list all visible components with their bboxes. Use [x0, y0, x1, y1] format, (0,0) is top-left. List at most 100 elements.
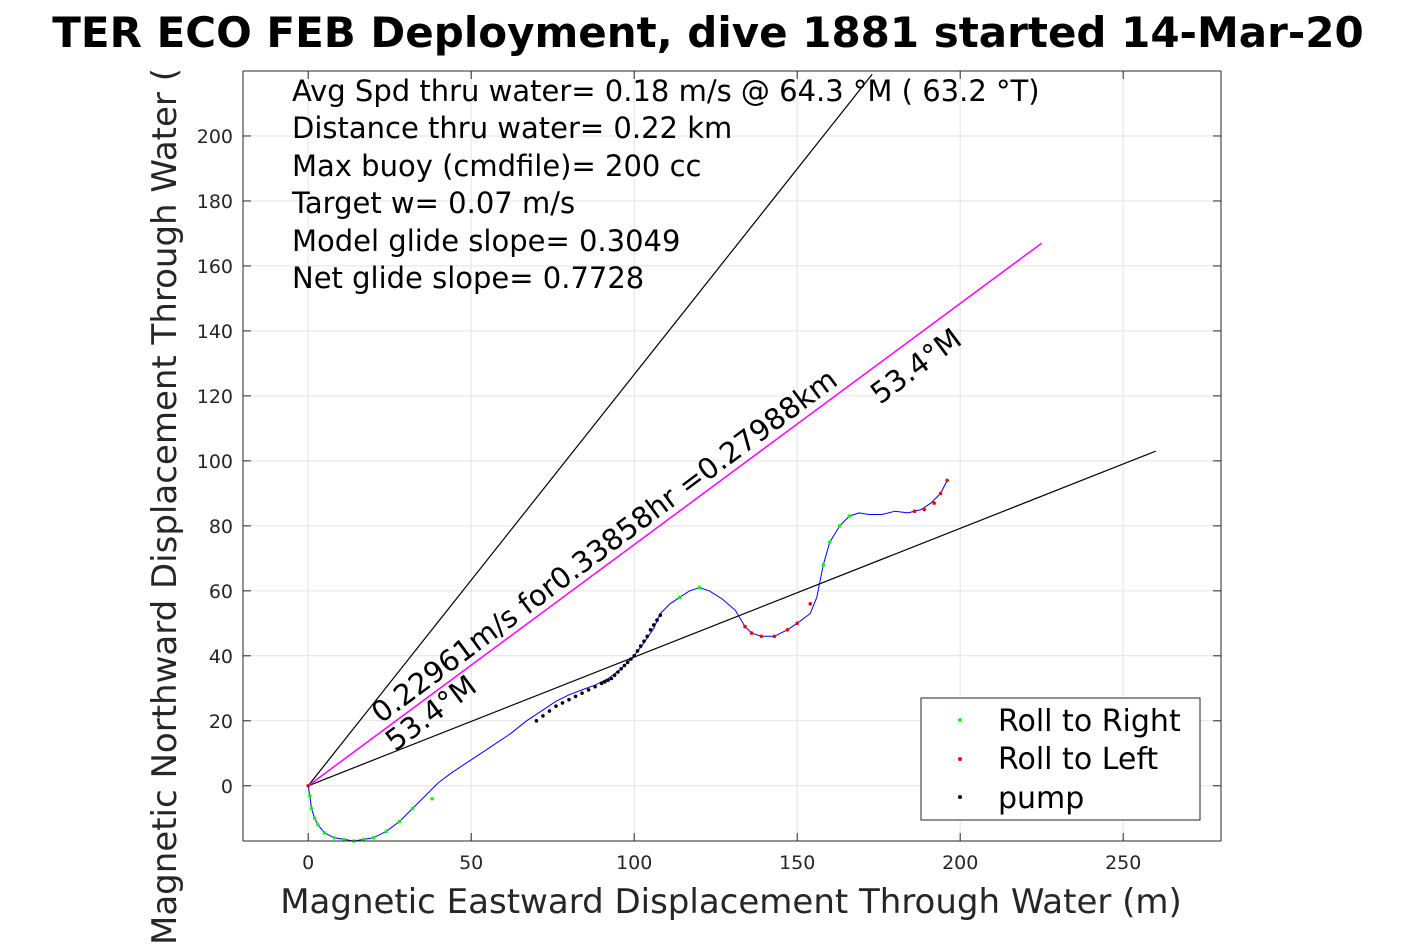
- marker-pump: [629, 657, 633, 661]
- marker-right: [342, 837, 346, 842]
- marker-pump: [625, 660, 630, 665]
- marker-right: [371, 835, 376, 840]
- y-tick-label: 120: [197, 386, 233, 408]
- legend-marker-left: [958, 757, 962, 761]
- marker-pump: [619, 667, 623, 671]
- marker-left: [749, 631, 754, 635]
- legend: Roll to Right Roll to Left pump: [920, 697, 1201, 821]
- marker-right: [430, 796, 434, 801]
- legend-marker-pump: [958, 795, 962, 799]
- axes-box: [242, 70, 1222, 842]
- marker-left: [808, 602, 813, 606]
- marker-pump: [580, 691, 584, 695]
- marker-right: [312, 816, 317, 821]
- marker-right: [697, 585, 702, 590]
- marker-pump: [573, 694, 578, 699]
- x-tick-label: 50: [459, 852, 483, 874]
- marker-left: [743, 624, 747, 629]
- marker-left: [938, 491, 943, 496]
- y-tick-label: 60: [209, 581, 233, 603]
- marker-left: [932, 501, 936, 505]
- x-axis-label: Magnetic Eastward Displacement Through W…: [280, 882, 1182, 922]
- marker-left: [945, 478, 949, 483]
- marker-pump: [593, 684, 597, 689]
- marker-right: [837, 524, 842, 528]
- x-tick-label: 250: [1105, 852, 1141, 874]
- marker-left: [912, 509, 917, 514]
- marker-pump: [642, 639, 646, 643]
- y-tick-label: 200: [197, 126, 233, 148]
- marker-pump: [603, 680, 607, 684]
- info-line: Net glide slope= 0.7728: [292, 261, 644, 295]
- y-tick-label: 140: [197, 321, 233, 343]
- marker-pump: [534, 718, 539, 723]
- marker-pump: [599, 681, 604, 686]
- x-tick-label: 200: [942, 852, 978, 874]
- y-tick-label: 160: [197, 256, 233, 278]
- y-tick-label: 20: [209, 711, 233, 733]
- x-tick-label: 150: [779, 852, 815, 874]
- cone-line: [307, 450, 1157, 787]
- y-axis-label: Magnetic Northward Displacement Through …: [145, 68, 185, 945]
- marker-left: [785, 628, 790, 632]
- marker-pump: [554, 704, 558, 708]
- marker-right: [308, 793, 312, 798]
- y-tick-label: 180: [197, 191, 233, 213]
- info-line: Max buoy (cmdfile)= 200 cc: [292, 149, 701, 183]
- y-tick-label: 0: [221, 776, 233, 798]
- marker-pump: [632, 654, 636, 658]
- marker-pump: [541, 714, 545, 718]
- marker-pump: [622, 663, 627, 668]
- marker-left: [922, 507, 927, 512]
- marker-right: [332, 835, 337, 840]
- y-tick-label: 100: [197, 451, 233, 473]
- x-tick-label: 100: [616, 852, 652, 874]
- legend-label-left: Roll to Left: [998, 742, 1158, 777]
- marker-pump: [547, 709, 552, 713]
- marker-pump: [658, 613, 663, 617]
- cone-line: [307, 73, 873, 787]
- marker-pump: [586, 688, 591, 692]
- info-line: Distance thru water= 0.22 km: [292, 111, 732, 145]
- marker-pump: [638, 644, 643, 648]
- heading-annotation-upper: 53.4°M: [864, 321, 968, 410]
- cone-lines: [307, 73, 1157, 787]
- marker-left: [772, 634, 777, 639]
- legend-box: [920, 697, 1201, 821]
- marker-left: [306, 783, 311, 788]
- info-line: Avg Spd thru water= 0.18 m/s @ 64.3 °M (…: [292, 74, 1040, 108]
- series-layer: [306, 242, 1043, 843]
- y-tick-label: 40: [209, 646, 233, 668]
- marker-right: [309, 806, 314, 811]
- grid: [243, 71, 1221, 841]
- track-annotation: 0.22961m/s for0.33858hr =0.27988km: [365, 362, 844, 730]
- net-track-line: [307, 242, 1043, 787]
- info-line: Target w= 0.07 m/s: [291, 186, 575, 220]
- marker-pump: [648, 628, 653, 632]
- info-line: Model glide slope= 0.3049: [292, 224, 680, 258]
- marker-right: [847, 514, 852, 518]
- marker-right: [821, 563, 826, 567]
- marker-pump: [645, 634, 650, 639]
- marker-right: [410, 806, 415, 811]
- legend-marker-right: [958, 718, 962, 722]
- legend-label-right: Roll to Right: [998, 704, 1181, 739]
- y-tick-label: 80: [209, 516, 233, 538]
- marker-right: [384, 829, 389, 834]
- marker-pump: [651, 623, 656, 627]
- marker-right: [361, 837, 366, 842]
- marker-pump: [567, 697, 571, 702]
- marker-left: [759, 634, 764, 639]
- marker-right: [322, 831, 327, 835]
- axes: 0 50 100 150 200 250 0 20 40 60 80 100 120 140 160 180 2…: [197, 70, 1222, 874]
- marker-right: [828, 540, 832, 544]
- marker-left: [795, 621, 799, 626]
- marker-right: [678, 595, 682, 600]
- marker-pump: [560, 701, 565, 705]
- marker-pump: [609, 676, 614, 681]
- marker-pump: [655, 618, 659, 622]
- marker-pump: [635, 649, 640, 653]
- marker-right: [316, 822, 320, 827]
- marker-right: [397, 819, 402, 824]
- marker-pump: [616, 670, 620, 674]
